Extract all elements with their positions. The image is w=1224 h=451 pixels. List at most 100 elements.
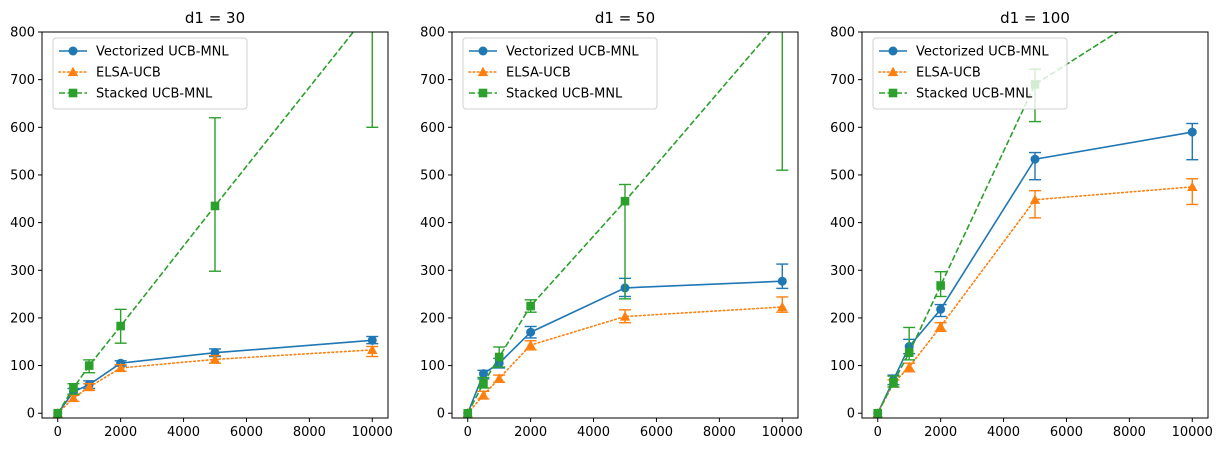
series-line-elsa-ucb: [466, 306, 784, 415]
data-point-stacked-ucb-mnl: [778, 13, 787, 22]
data-point-elsa-ucb: [619, 311, 631, 321]
y-tick: 300: [10, 264, 42, 279]
legend-marker-stacked-ucb-mnl: [478, 88, 488, 98]
y-tick-label: 800: [10, 26, 35, 41]
y-tick: 700: [420, 73, 452, 88]
x-tick-label: 2000: [514, 425, 547, 440]
plot-area: [52, 4, 379, 418]
x-tick: 8000: [703, 418, 736, 440]
y-tick-label: 300: [420, 264, 445, 279]
series-line-vectorized-ucb-mnl: [466, 280, 783, 414]
data-point-elsa-ucb: [1029, 194, 1041, 204]
x-tick-label: 10000: [762, 425, 803, 440]
y-tick-label: 0: [847, 407, 855, 422]
legend-label-vectorized-ucb-mnl: Vectorized UCB-MNL: [506, 45, 639, 60]
y-tick-label: 700: [10, 73, 35, 88]
data-point-stacked-ucb-mnl: [494, 352, 504, 362]
x-tick: 2000: [104, 418, 137, 440]
legend-label-elsa-ucb: ELSA-UCB: [506, 66, 571, 81]
y-tick-label: 700: [830, 73, 855, 88]
x-tick: 10000: [762, 418, 803, 440]
y-tick: 200: [420, 311, 452, 326]
data-point-stacked-ucb-mnl: [479, 378, 488, 388]
y-tick-label: 500: [10, 168, 35, 183]
y-tick: 200: [830, 311, 862, 326]
data-point-stacked-ucb-mnl: [368, 4, 377, 13]
series-elsa-ucb: [462, 296, 789, 418]
data-point-elsa-ucb: [209, 354, 221, 364]
series-elsa-ucb: [52, 344, 379, 418]
series-elsa-ucb: [872, 178, 1199, 418]
y-tick-label: 0: [27, 407, 35, 422]
x-tick: 0: [874, 418, 882, 440]
y-tick: 700: [10, 73, 42, 88]
y-tick-label: 400: [10, 216, 35, 231]
data-point-vectorized-ucb-mnl: [1187, 127, 1197, 137]
data-point-vectorized-ucb-mnl: [936, 304, 946, 314]
data-point-stacked-ucb-mnl: [904, 348, 914, 358]
data-point-elsa-ucb: [903, 361, 915, 372]
y-tick-label: 300: [10, 264, 35, 279]
y-tick: 800: [420, 26, 452, 41]
chart-title: d1 = 100: [1000, 9, 1070, 27]
data-point-elsa-ucb: [478, 389, 489, 400]
data-point-elsa-ucb: [83, 381, 95, 392]
axes-frame: [41, 31, 389, 419]
legend: Vectorized UCB-MNL ELSA-UCB Stacked UCB-MN…: [462, 37, 658, 110]
plot-area: [462, 13, 789, 418]
y-tick-label: 600: [420, 121, 445, 136]
legend: Vectorized UCB-MNL ELSA-UCB Stacked UCB-MN…: [872, 37, 1068, 110]
data-point-vectorized-ucb-mnl: [777, 276, 787, 286]
y-tick-label: 600: [10, 121, 35, 136]
y-tick: 0: [27, 407, 42, 422]
data-point-elsa-ucb: [68, 392, 79, 403]
x-tick: 8000: [1113, 418, 1146, 440]
error-bar-stacked-ucb-mnl: [776, 32, 789, 171]
data-point-stacked-ucb-mnl: [69, 383, 78, 393]
x-tick-label: 4000: [987, 425, 1020, 440]
data-point-stacked-ucb-mnl: [463, 408, 473, 418]
series-vectorized-ucb-mnl: [463, 263, 789, 418]
error-bar-stacked-ucb-mnl: [366, 32, 379, 129]
chart-panel-3: d1 = 100 0 2000 4000 6000 8000 10000 0 100 200 300…: [830, 9, 1213, 440]
y-tick-label: 100: [420, 359, 445, 374]
chart-title: d1 = 30: [185, 9, 245, 27]
data-point-stacked-ucb-mnl: [116, 321, 125, 331]
x-tick-label: 8000: [1113, 425, 1146, 440]
y-tick: 600: [830, 121, 862, 136]
x-tick-label: 0: [874, 425, 882, 440]
x-tick: 4000: [577, 418, 610, 440]
data-point-stacked-ucb-mnl: [936, 281, 945, 290]
data-point-vectorized-ucb-mnl: [367, 335, 377, 345]
series-vectorized-ucb-mnl: [873, 122, 1199, 418]
y-tick: 600: [420, 121, 452, 136]
legend-box: [462, 37, 658, 110]
y-tick: 100: [830, 359, 862, 374]
y-tick: 600: [10, 121, 42, 136]
legend-label-elsa-ucb: ELSA-UCB: [916, 66, 981, 81]
x-tick-label: 10000: [1172, 425, 1213, 440]
legend-box: [872, 37, 1068, 110]
legend-label-stacked-ucb-mnl: Stacked UCB-MNL: [916, 87, 1033, 102]
x-tick-label: 2000: [924, 425, 957, 440]
y-tick-label: 800: [420, 26, 445, 41]
x-tick: 0: [464, 418, 472, 440]
y-tick: 100: [10, 359, 42, 374]
y-tick-label: 200: [420, 311, 445, 326]
x-tick-label: 6000: [1050, 425, 1083, 440]
y-tick-label: 100: [10, 359, 35, 374]
x-tick: 4000: [167, 418, 200, 440]
legend-marker-vectorized-ucb-mnl: [478, 46, 488, 56]
x-tick-label: 4000: [167, 425, 200, 440]
y-tick-label: 200: [10, 311, 35, 326]
series-line-elsa-ucb: [876, 186, 1194, 415]
y-tick: 400: [420, 216, 452, 231]
y-tick-label: 0: [437, 407, 445, 422]
y-tick-label: 200: [830, 311, 855, 326]
data-point-stacked-ucb-mnl: [84, 361, 94, 370]
y-tick-label: 500: [420, 168, 445, 183]
legend-marker-vectorized-ucb-mnl: [68, 46, 78, 56]
x-tick-label: 8000: [293, 425, 326, 440]
data-point-stacked-ucb-mnl: [53, 408, 63, 418]
y-tick: 0: [437, 407, 452, 422]
